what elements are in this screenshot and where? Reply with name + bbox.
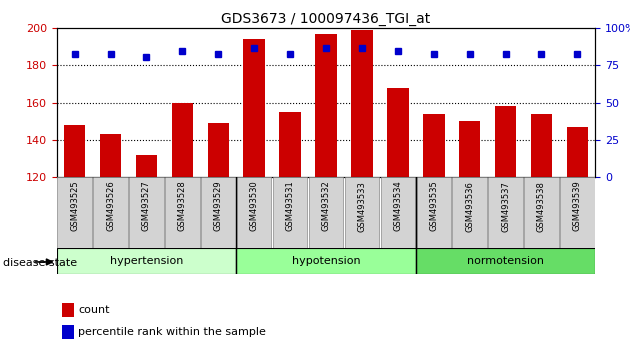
FancyBboxPatch shape: [452, 177, 487, 250]
Text: GSM493536: GSM493536: [465, 181, 474, 232]
Text: normotension: normotension: [467, 256, 544, 266]
Bar: [57, 248, 236, 274]
Bar: [64, 125, 86, 177]
Bar: [315, 34, 337, 177]
FancyBboxPatch shape: [560, 177, 595, 250]
FancyBboxPatch shape: [57, 177, 92, 250]
Bar: [423, 114, 445, 177]
Text: GSM493527: GSM493527: [142, 181, 151, 232]
Bar: [243, 40, 265, 177]
FancyBboxPatch shape: [524, 177, 559, 250]
Bar: [100, 134, 122, 177]
Text: percentile rank within the sample: percentile rank within the sample: [78, 327, 266, 337]
Bar: [135, 155, 158, 177]
FancyBboxPatch shape: [381, 177, 415, 250]
Bar: [207, 123, 229, 177]
Text: GSM493539: GSM493539: [573, 181, 582, 232]
Bar: [236, 248, 416, 274]
Bar: [387, 88, 409, 177]
FancyBboxPatch shape: [488, 177, 523, 250]
Text: GSM493538: GSM493538: [537, 181, 546, 232]
Bar: [416, 248, 595, 274]
Bar: [62, 303, 74, 317]
FancyBboxPatch shape: [165, 177, 200, 250]
Text: count: count: [78, 305, 110, 315]
Text: GSM493530: GSM493530: [249, 181, 259, 232]
Text: disease state: disease state: [3, 258, 77, 268]
Text: GSM493529: GSM493529: [214, 181, 223, 231]
FancyBboxPatch shape: [273, 177, 307, 250]
FancyBboxPatch shape: [93, 177, 128, 250]
Title: GDS3673 / 100097436_TGI_at: GDS3673 / 100097436_TGI_at: [221, 12, 431, 26]
FancyBboxPatch shape: [345, 177, 379, 250]
Bar: [566, 127, 588, 177]
Bar: [459, 121, 481, 177]
Text: hypertension: hypertension: [110, 256, 183, 266]
Text: GSM493533: GSM493533: [357, 181, 367, 232]
Text: GSM493531: GSM493531: [285, 181, 295, 232]
FancyBboxPatch shape: [237, 177, 272, 250]
Text: hypotension: hypotension: [292, 256, 360, 266]
Bar: [351, 30, 373, 177]
Bar: [530, 114, 553, 177]
Bar: [495, 106, 517, 177]
Text: GSM493534: GSM493534: [393, 181, 403, 232]
Text: GSM493535: GSM493535: [429, 181, 438, 232]
Bar: [171, 103, 193, 177]
Bar: [62, 325, 74, 339]
FancyBboxPatch shape: [201, 177, 236, 250]
Text: GSM493526: GSM493526: [106, 181, 115, 232]
FancyBboxPatch shape: [129, 177, 164, 250]
FancyBboxPatch shape: [309, 177, 343, 250]
Text: GSM493537: GSM493537: [501, 181, 510, 232]
Text: GSM493528: GSM493528: [178, 181, 187, 232]
Text: GSM493532: GSM493532: [321, 181, 331, 232]
Bar: [279, 112, 301, 177]
FancyBboxPatch shape: [416, 177, 451, 250]
Text: GSM493525: GSM493525: [70, 181, 79, 231]
